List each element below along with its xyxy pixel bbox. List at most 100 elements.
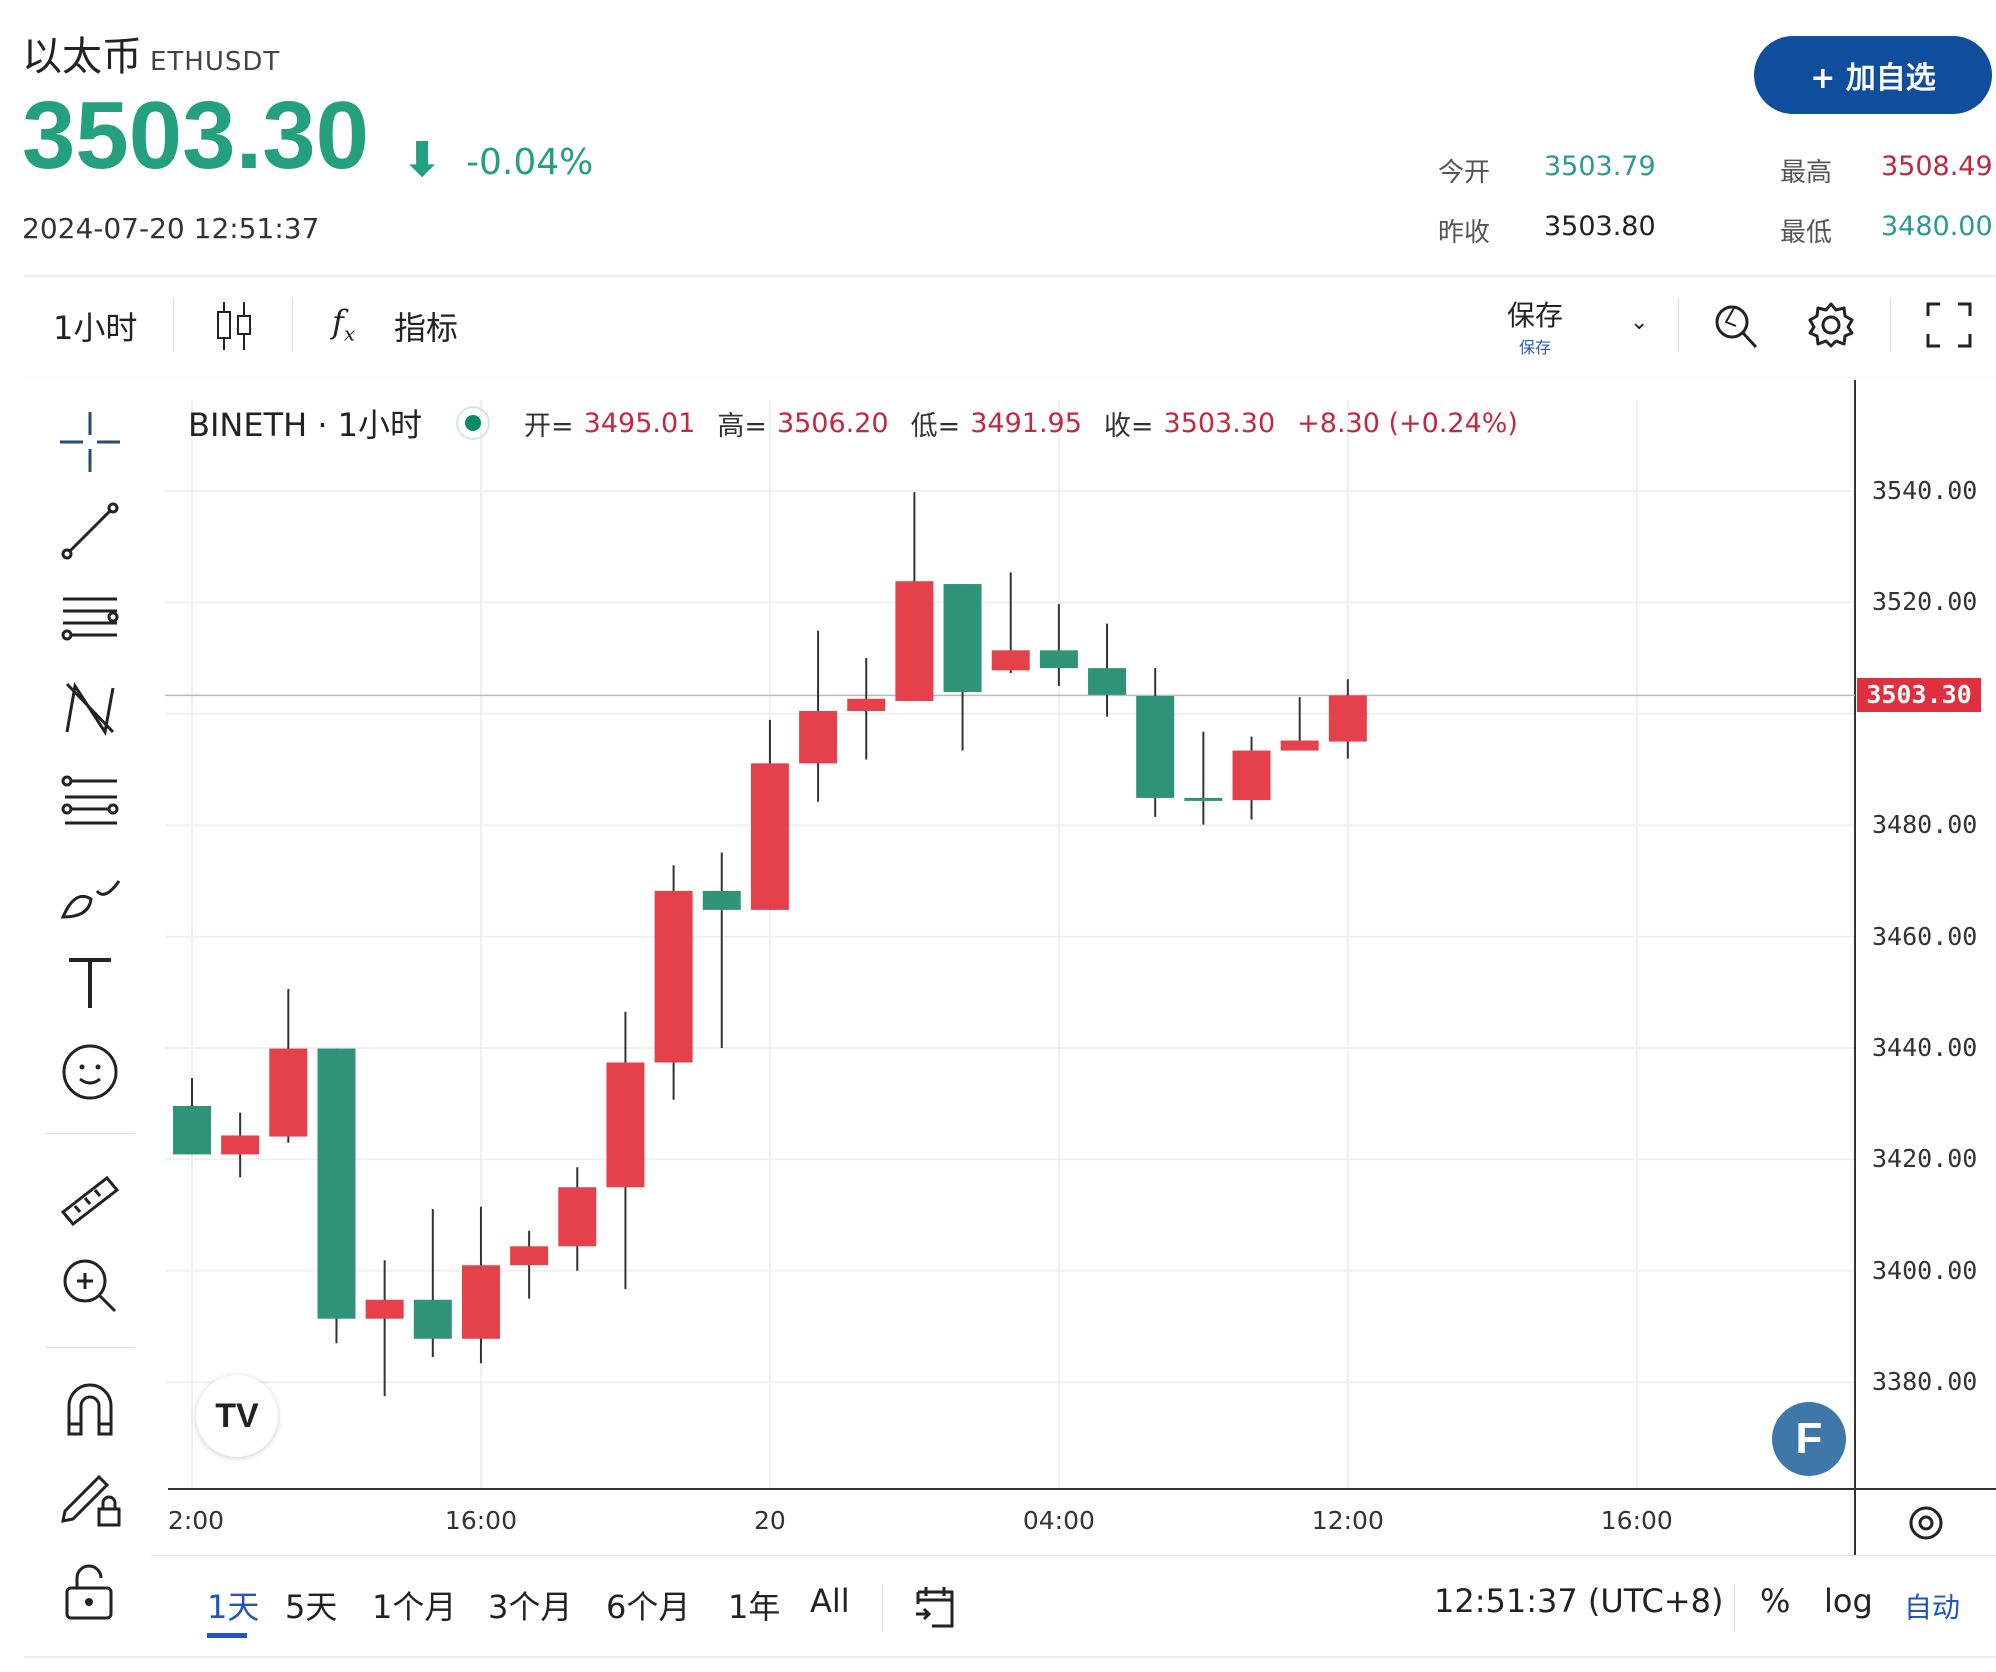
- price-tick-label: 3420.00: [1872, 1144, 1978, 1174]
- range-button[interactable]: 1天: [207, 1588, 260, 1626]
- chevron-down-icon[interactable]: ⌄: [1630, 310, 1649, 335]
- candle-up: [991, 650, 1030, 671]
- crosshair-icon[interactable]: [55, 407, 125, 477]
- magnet-icon[interactable]: [55, 1374, 125, 1444]
- divider: [882, 1585, 883, 1631]
- legend-close-label: 收=: [1103, 410, 1154, 442]
- time-tick-label: 04:00: [1022, 1506, 1095, 1535]
- asset-title: 以太币 ETHUSDT: [22, 24, 280, 82]
- candle-up: [461, 1265, 500, 1339]
- search-icon[interactable]: [1712, 300, 1760, 350]
- add-watchlist-button[interactable]: + 加自选: [1754, 36, 1992, 114]
- asset-symbol: ETHUSDT: [150, 47, 281, 77]
- zoom-in-icon[interactable]: [55, 1251, 125, 1321]
- tradingview-logo[interactable]: TV: [196, 1375, 278, 1457]
- candle-up: [365, 1299, 404, 1319]
- price-tick-label: 3400.00: [1872, 1255, 1978, 1285]
- legend-symbol: BINETH · 1小时: [188, 406, 423, 444]
- divider: [1734, 1585, 1735, 1631]
- candle-down: [173, 1105, 211, 1155]
- divider: [173, 298, 174, 352]
- candle-up: [847, 698, 886, 712]
- trend-line-icon[interactable]: [55, 496, 125, 566]
- arrow-down-icon: ⬇: [402, 132, 443, 188]
- unlock-icon[interactable]: [55, 1556, 125, 1626]
- high-value: 3508.49: [1881, 151, 1993, 182]
- pattern-icon[interactable]: [55, 674, 125, 744]
- timestamp: 2024-07-20 12:51:37: [22, 212, 320, 245]
- candle-up: [510, 1246, 549, 1266]
- chart-toolbar: [24, 275, 1996, 378]
- prev-close-value: 3503.80: [1544, 211, 1656, 242]
- save-label: 保存: [1506, 299, 1563, 332]
- calendar-goto-icon[interactable]: [912, 1584, 958, 1630]
- active-range-indicator: [207, 1633, 247, 1638]
- price-tick-label: 3440.00: [1872, 1033, 1978, 1062]
- price-tick-label: 3540.00: [1872, 476, 1978, 505]
- time-tick-label: 12:00: [1311, 1506, 1384, 1535]
- range-button[interactable]: 1年: [728, 1588, 781, 1626]
- emoji-icon[interactable]: [55, 1037, 125, 1107]
- divider: [1678, 298, 1679, 352]
- high-label: 最高: [1780, 158, 1833, 188]
- candle-up: [606, 1062, 645, 1188]
- legend-change: +8.30 (+0.24%): [1297, 407, 1518, 439]
- save-sublabel: 保存: [1518, 338, 1551, 357]
- fx-icon[interactable]: fx: [332, 303, 356, 346]
- candle-down: [1184, 797, 1223, 801]
- fullscreen-icon[interactable]: [1926, 302, 1972, 348]
- indicators-button[interactable]: 指标: [394, 309, 459, 347]
- candle-down: [1136, 695, 1175, 798]
- legend-close: 3503.30: [1163, 407, 1276, 439]
- range-button[interactable]: 3个月: [488, 1588, 573, 1626]
- range-button[interactable]: 1个月: [372, 1588, 457, 1626]
- auto-toggle[interactable]: 自动: [1904, 1591, 1961, 1624]
- ruler-icon[interactable]: [55, 1162, 125, 1232]
- time-tick-label: 2:00: [167, 1506, 225, 1535]
- candle-up: [1280, 740, 1319, 751]
- divider: [150, 1555, 1996, 1556]
- open-value: 3503.79: [1544, 151, 1656, 182]
- range-button[interactable]: All: [810, 1582, 850, 1620]
- current-price: 3503.30: [22, 82, 370, 189]
- clock[interactable]: 12:51:37 (UTC+8): [1434, 1582, 1724, 1620]
- divider: [292, 298, 293, 352]
- legend-high-label: 高=: [717, 410, 767, 442]
- time-tick-label: 16:00: [444, 1506, 517, 1535]
- gear-icon[interactable]: [1806, 300, 1856, 350]
- candle-up: [654, 890, 693, 1063]
- candle-up: [269, 1048, 308, 1137]
- legend-low-label: 低=: [910, 410, 961, 442]
- open-label: 今开: [1438, 158, 1491, 188]
- price-tick-label: 3480.00: [1872, 810, 1978, 840]
- candle-up: [799, 711, 838, 764]
- pencil-lock-icon[interactable]: [55, 1461, 125, 1531]
- candle-down: [413, 1299, 452, 1339]
- asset-name: 以太币: [22, 34, 142, 80]
- interval-button[interactable]: 1小时: [53, 309, 138, 347]
- divider: [24, 1656, 1996, 1658]
- divider: [1890, 298, 1891, 352]
- parallel-lines-icon[interactable]: [55, 585, 125, 655]
- save-button[interactable]: 保存 保存: [1500, 294, 1570, 358]
- f-badge[interactable]: F: [1772, 1402, 1846, 1476]
- price-tick-label: 3380.00: [1872, 1367, 1978, 1397]
- candle-up: [1328, 695, 1367, 742]
- fib-icon[interactable]: [55, 767, 125, 837]
- percent-toggle[interactable]: %: [1760, 1582, 1791, 1620]
- brush-icon[interactable]: [55, 859, 125, 929]
- candle-down: [702, 890, 741, 910]
- range-button[interactable]: 5天: [285, 1588, 338, 1626]
- range-button[interactable]: 6个月: [606, 1588, 691, 1626]
- text-icon[interactable]: [55, 948, 125, 1018]
- candle-up: [895, 581, 934, 701]
- low-label: 最低: [1780, 218, 1833, 248]
- candlestick-icon[interactable]: [214, 300, 254, 352]
- legend-high: 3506.20: [776, 407, 889, 439]
- candle-down: [1039, 650, 1078, 669]
- time-tick-label: 20: [754, 1506, 786, 1535]
- live-status-icon: [456, 406, 491, 440]
- log-toggle[interactable]: log: [1824, 1582, 1873, 1620]
- timezone-settings-icon[interactable]: [1908, 1505, 1944, 1541]
